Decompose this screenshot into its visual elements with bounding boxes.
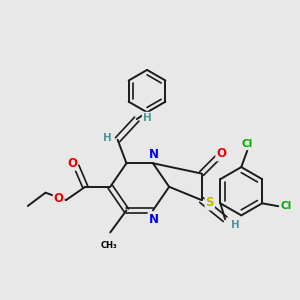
Text: O: O — [216, 147, 226, 160]
Text: O: O — [67, 157, 77, 170]
Text: N: N — [148, 148, 158, 161]
Text: H: H — [143, 112, 152, 123]
Text: H: H — [231, 220, 240, 230]
Text: O: O — [54, 192, 64, 205]
Text: N: N — [148, 213, 158, 226]
Text: Cl: Cl — [242, 139, 253, 148]
Text: H: H — [103, 133, 112, 143]
Text: CH₃: CH₃ — [100, 241, 117, 250]
Text: Cl: Cl — [280, 201, 291, 211]
Text: S: S — [206, 196, 214, 209]
